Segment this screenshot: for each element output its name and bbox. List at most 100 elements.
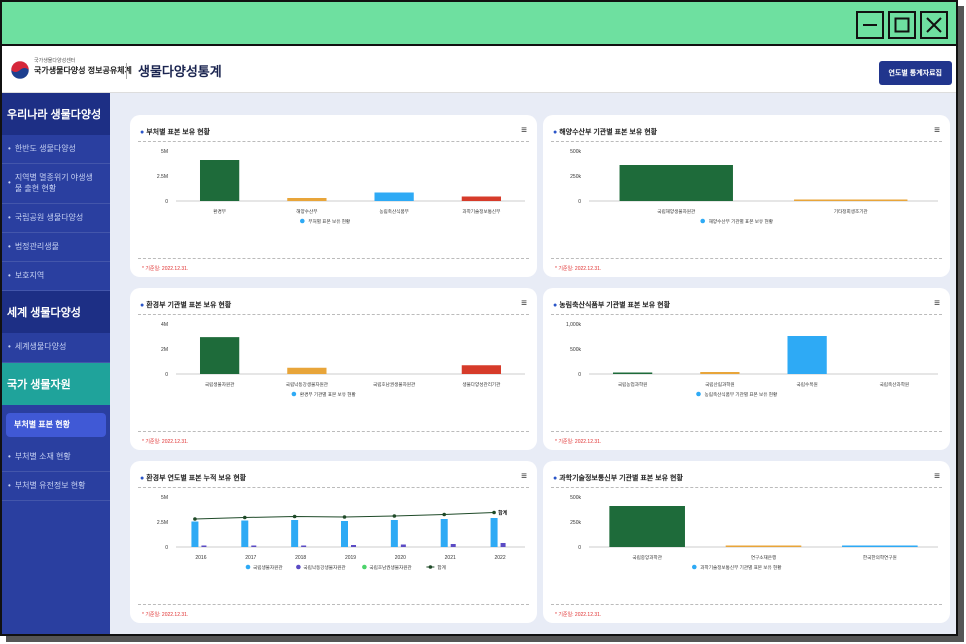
x-tick-label: 국립해양생물자원관 [657,208,696,215]
sidebar-item-protected[interactable]: • 보호지역 [2,262,110,291]
bar [490,518,498,547]
sidebar-item-specimens[interactable]: 부처별 표본 현황 [6,413,106,437]
legend: 해양수산부 기관별 표본 보유 현황 [700,218,774,225]
sidebar-item-world[interactable]: • 세계생물다양성 [2,333,110,363]
sidebar-item-national-park[interactable]: • 국립공원 생물다양성 [2,204,110,233]
legend-marker [296,564,301,570]
bar-chart[interactable]: 0 500k 1,000k 국립농업과학원 국립산림과학원 국립수목원 국립축산과학원농림축… [543,314,950,429]
menu-icon[interactable]: ≡ [934,298,940,309]
sidebar-item-label: 국립공원 생물다양성 [14,212,84,222]
x-tick-label: 연구소재은행 [751,554,776,561]
total-point [492,510,496,515]
sidebar-item-label: 부처별 유전정보 현황 [14,480,86,490]
window-titlebar [2,2,956,46]
bar [612,372,653,374]
menu-icon[interactable]: ≡ [934,125,940,136]
bar [241,520,249,547]
x-tick-label: 해양수산부 [296,208,317,215]
y-tick-label: 0 [165,372,168,378]
x-tick-label: 2021 [445,555,456,561]
sidebar-section-national[interactable]: 국가 생물자원 [2,363,110,405]
divider [551,314,942,315]
maximize-button[interactable] [888,11,916,39]
bar [287,367,327,374]
date-note: * 기준일: 2022.12.31. [142,612,189,618]
bar [619,165,733,201]
bar [251,545,257,547]
sidebar: 우리나라 생물다양성 • 한반도 생물다양성 • 지역별 멸종위기 야생생물 출현 … [2,93,110,634]
bar [700,372,740,374]
legend: 환경부 기관별 표본 보유 현황 [291,391,357,398]
chart-title: ● 부처별 표본 보유 현황 [140,129,210,136]
bar-chart[interactable]: 0 250k 500k 국립중앙과학관 연구소재은행 한국한의학연구원과학기술정보통신부 … [543,487,950,602]
x-tick-label: 국립낙동강생물자원관 [286,381,329,388]
close-icon [926,17,942,33]
chart-title-text: 환경부 연도별 표본 누적 보유 현황 [146,475,247,482]
y-tick-label: 500k [570,347,581,353]
menu-icon[interactable]: ≡ [521,298,527,309]
sidebar-item-peninsula[interactable]: • 한반도 생물다양성 [2,135,110,164]
x-tick-label: 농림축산식품부 [379,208,409,215]
divider [551,258,942,259]
site-header: 국가생물다양성센터 국가생물다양성 정보공유체계 생물다양성통계 연도별 통계자… [2,46,956,93]
total-point [242,515,247,520]
sidebar-item-endangered[interactable]: • 지역별 멸종위기 야생생물 출현 현황 [2,164,110,204]
legend-label: 국립호남권생물자원관 [369,564,412,571]
sidebar-item-legal[interactable]: • 법정관리생물 [2,233,110,262]
org-name: 국가생물다양성 정보공유체계 [34,66,132,75]
total-point [292,514,297,519]
sidebar-section-korea[interactable]: 우리나라 생물다양성 [2,93,110,135]
chart-title-text: 과학기술정보통신부 기관별 표본 보유 현황 [559,475,683,482]
bar [351,545,356,547]
date-note: * 기준일: 2022.12.31. [555,439,602,445]
date-note: * 기준일: 2022.12.31. [555,612,602,618]
sidebar-item-genetic[interactable]: • 부처별 유전정보 현황 [2,472,110,501]
total-point [392,514,397,518]
menu-icon[interactable]: ≡ [521,125,527,136]
chart-title: ● 환경부 기관별 표본 보유 현황 [140,302,232,309]
y-tick-label: 2.5M [157,520,168,526]
sidebar-item-label: 법정관리생물 [14,241,59,251]
sidebar-section-world[interactable]: 세계 생물다양성 [2,291,110,333]
y-tick-label: 1,000k [566,322,582,328]
chart-card: ● 부처별 표본 보유 현황 ≡ 0 2.5M 5M 환경부 해양수산부 농림축산식품부 과… [130,115,537,277]
legend-label: 해양수산부 기관별 표본 보유 현황 [709,218,774,225]
legend-label: 환경부 기관별 표본 보유 현황 [300,391,357,398]
sidebar-item-location[interactable]: • 부처별 소재 현황 [2,443,110,472]
sidebar-item-label: 보호지역 [14,270,45,280]
bar [461,196,502,201]
bar [287,198,327,201]
bar [842,545,918,547]
sidebar-item-label: 세계생물다양성 [14,342,67,352]
legend: 농림축산식품부 기관별 표본 보유 현황 [696,391,778,398]
minimize-button[interactable] [856,11,884,39]
emblem-logo-icon[interactable] [10,60,30,80]
bar [191,521,199,547]
legend-marker [692,564,697,570]
legend-marker [428,565,433,569]
menu-icon[interactable]: ≡ [934,471,940,482]
org-name-block[interactable]: 국가생물다양성센터 국가생물다양성 정보공유체계 [34,59,132,75]
line-data-label: 합계 [498,510,508,517]
bar-chart[interactable]: 0 2M 4M 국립생물자원관 국립낙동강생물자원관 국립호남권생물자원관 생물다양성관리기… [130,314,537,429]
close-button[interactable] [920,11,948,39]
y-tick-label: 0 [165,199,168,205]
y-tick-label: 0 [578,199,581,205]
legend-marker [362,564,367,570]
x-tick-label: 국립축산과학원 [880,381,910,388]
app-window: 국가생물다양성센터 국가생물다양성 정보공유체계 생물다양성통계 연도별 통계자… [0,0,958,636]
bar [201,545,207,547]
bar [199,160,240,201]
divider [551,431,942,432]
divider [138,141,529,142]
divider [551,141,942,142]
chart-title: ● 해양수산부 기관별 표본 보유 현황 [553,129,658,136]
menu-icon[interactable]: ≡ [521,471,527,482]
x-tick-label: 국립수목원 [797,381,818,388]
yearly-report-button[interactable]: 연도별 통계자료집 [878,61,952,85]
divider [138,604,529,605]
maximize-icon [894,17,910,33]
